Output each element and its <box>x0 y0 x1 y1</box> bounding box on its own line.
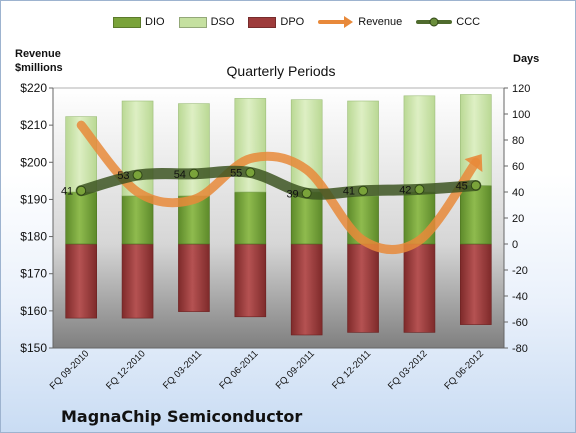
bar-dio <box>290 191 323 245</box>
chart-subtitle: Quarterly Periods <box>226 63 336 79</box>
legend-label-dso: DSO <box>210 16 235 28</box>
left-tick-label: $150 <box>20 341 47 355</box>
company-name: MagnaChip Semiconductor <box>61 407 303 426</box>
legend-item-revenue: Revenue <box>318 15 402 29</box>
legend-label-ccc: CCC <box>456 16 481 28</box>
revenue-arrowhead <box>464 154 483 172</box>
bar-dio <box>460 185 492 245</box>
ccc-data-label: 45 <box>456 181 468 193</box>
legend-item-ccc: CCC <box>416 15 480 29</box>
x-tick-label: FQ 09-2010 <box>48 348 92 392</box>
legend-item-dio: DIO <box>113 16 165 28</box>
legend-label-dpo: DPO <box>280 16 305 28</box>
bar-dpo <box>347 243 379 333</box>
ccc-point <box>301 188 312 199</box>
bar-dso <box>403 95 436 193</box>
ccc-point <box>76 185 87 196</box>
ccc-data-label: 54 <box>174 169 186 181</box>
right-tick-label: -20 <box>512 265 528 277</box>
legend: DIO DSO DPO Revenue CCC <box>113 12 494 32</box>
ccc-point <box>132 170 143 181</box>
x-tick-label: FQ 12-2010 <box>104 348 148 392</box>
bar-dpo <box>178 243 210 312</box>
x-tick-label: FQ 06-2012 <box>442 348 486 392</box>
legend-swatch-dso <box>178 16 207 28</box>
ccc-data-label: 55 <box>230 168 242 180</box>
right-tick-label: 60 <box>512 161 524 173</box>
right-tick-label: 0 <box>512 239 518 251</box>
right-tick-label: 120 <box>512 83 530 95</box>
legend-swatch-dio <box>113 16 141 28</box>
right-tick-label: 80 <box>512 135 524 147</box>
x-tick-label: FQ 03-2012 <box>386 348 430 392</box>
left-tick-label: $190 <box>20 192 47 206</box>
x-tick-label: FQ 12-2011 <box>330 348 373 391</box>
ccc-point <box>245 167 256 178</box>
bar-dpo <box>290 243 323 336</box>
left-axis-title: Revenue $millions <box>15 48 63 74</box>
right-tick-label: -60 <box>512 317 528 329</box>
bar-dpo <box>234 243 267 318</box>
left-tick-label: $210 <box>20 118 47 132</box>
right-tick-label: -40 <box>512 291 528 303</box>
bar-dpo <box>65 243 97 319</box>
bar-dso <box>178 103 210 197</box>
bar-dio <box>234 191 267 245</box>
legend-item-dso: DSO <box>178 16 235 28</box>
right-tick-label: 100 <box>512 109 530 121</box>
legend-item-dpo: DPO <box>248 16 304 28</box>
legend-label-dio: DIO <box>145 16 165 28</box>
bar-dpo <box>403 243 436 333</box>
right-tick-label: 40 <box>512 187 524 199</box>
x-tick-label: FQ 06-2011 <box>217 348 260 391</box>
legend-label-revenue: Revenue <box>358 16 403 28</box>
left-tick-label: $160 <box>20 304 47 318</box>
ccc-point <box>470 180 481 191</box>
ccc-data-label: 41 <box>343 186 355 198</box>
legend-swatch-dpo <box>248 16 277 28</box>
bar-dio <box>65 191 97 245</box>
ccc-point <box>414 184 425 195</box>
ccc-data-label: 42 <box>399 184 411 196</box>
left-tick-label: $200 <box>20 155 47 169</box>
right-axis-title: Days <box>513 53 540 65</box>
left-tick-label: $220 <box>20 81 47 95</box>
x-tick-label: FQ 09-2011 <box>274 348 317 391</box>
ccc-data-label: 41 <box>61 186 73 198</box>
right-tick-label: -80 <box>512 343 528 355</box>
ccc-data-label: 53 <box>117 170 129 182</box>
ccc-point <box>358 185 369 196</box>
ccc-data-label: 39 <box>286 188 298 200</box>
left-tick-label: $180 <box>20 230 47 244</box>
line-marker-icon <box>416 15 453 29</box>
bar-dpo <box>121 243 154 319</box>
revenue-line <box>76 120 481 255</box>
bar-dpo <box>460 243 492 325</box>
ccc-point <box>188 168 199 179</box>
bar-dio <box>121 195 154 245</box>
left-tick-label: $170 <box>20 267 47 281</box>
arrow-icon <box>318 15 354 29</box>
x-tick-label: FQ 03-2011 <box>161 348 204 391</box>
right-tick-label: 20 <box>512 213 524 225</box>
bar-dso <box>347 100 379 197</box>
